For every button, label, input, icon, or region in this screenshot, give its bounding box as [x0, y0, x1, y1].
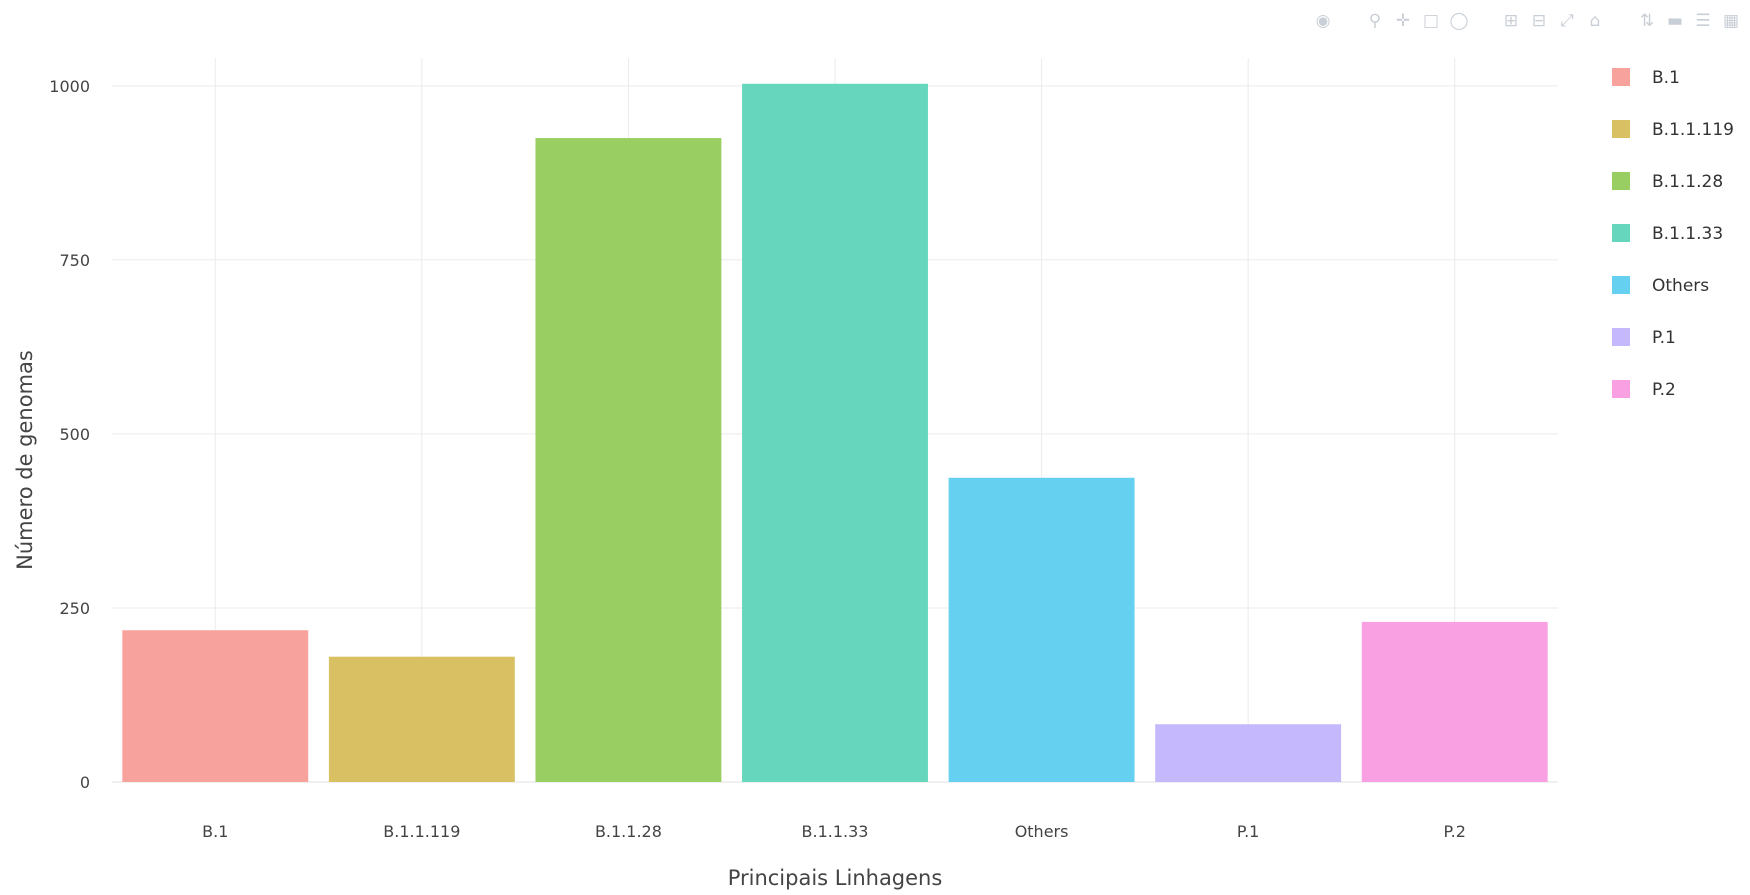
zoom-icon[interactable]: ⚲: [1368, 11, 1382, 31]
y-tick-label: 0: [80, 773, 90, 792]
legend-swatch[interactable]: [1612, 120, 1630, 138]
x-axis-title: Principais Linhagens: [728, 866, 943, 890]
y-tick-label: 500: [59, 425, 90, 444]
legend-label[interactable]: B.1.1.119: [1652, 120, 1734, 140]
legend-swatch[interactable]: [1612, 172, 1630, 190]
plotly-logo-icon[interactable]: ▦: [1722, 11, 1740, 31]
x-tick-label: P.2: [1444, 822, 1466, 841]
legend-swatch[interactable]: [1612, 328, 1630, 346]
legend-swatch[interactable]: [1612, 380, 1630, 398]
bar-B.1.1.28[interactable]: [535, 138, 722, 783]
pan-icon[interactable]: ✛: [1395, 11, 1411, 31]
y-tick-label: 250: [59, 599, 90, 618]
lasso-select-icon[interactable]: ◯: [1449, 11, 1469, 31]
y-tick-label: 750: [59, 251, 90, 270]
y-tick-label: 1000: [49, 77, 90, 96]
bar-B.1.1.33[interactable]: [742, 83, 928, 782]
legend-label[interactable]: B.1: [1652, 68, 1680, 88]
x-tick-label: Others: [1015, 822, 1069, 841]
spike-lines-icon[interactable]: ⇅: [1639, 11, 1655, 31]
zoom-out-icon[interactable]: ⊟: [1531, 11, 1547, 31]
x-tick-label: B.1.1.119: [383, 822, 460, 841]
chart-legend: B.1 B.1.1.119 B.1.1.28 B.1.1.33 Others P.1 P.2: [1612, 68, 1734, 400]
hover-compare-icon[interactable]: ☰: [1695, 11, 1711, 31]
legend-label[interactable]: B.1.1.28: [1652, 172, 1723, 192]
bar-P.1[interactable]: [1155, 724, 1342, 782]
y-axis-title: Número de genomas: [13, 350, 37, 570]
x-tick-label: B.1.1.28: [595, 822, 662, 841]
legend-label[interactable]: P.2: [1652, 380, 1676, 400]
autoscale-icon[interactable]: ⤢: [1560, 11, 1574, 31]
bar-B.1.1.119[interactable]: [328, 656, 515, 782]
legend-label[interactable]: B.1.1.33: [1652, 224, 1723, 244]
chart-modebar: ◉ ⚲ ✛ □ ◯ ⊞ ⊟ ⤢ ⌂ ⇅ ▬ ☰ ▦: [1312, 10, 1742, 32]
bar-P.2[interactable]: [1361, 621, 1548, 782]
zoom-in-icon[interactable]: ⊞: [1503, 11, 1519, 31]
legend-swatch[interactable]: [1612, 276, 1630, 294]
bar-B.1[interactable]: [122, 630, 309, 782]
reset-axes-icon[interactable]: ⌂: [1589, 11, 1601, 31]
legend-swatch[interactable]: [1612, 68, 1630, 86]
bar-Others[interactable]: [948, 477, 1135, 782]
box-select-icon[interactable]: □: [1422, 11, 1440, 31]
legend-label[interactable]: P.1: [1652, 328, 1676, 348]
x-tick-label: B.1: [202, 822, 228, 841]
legend-swatch[interactable]: [1612, 224, 1630, 242]
legend-label[interactable]: Others: [1652, 276, 1709, 296]
hover-closest-icon[interactable]: ▬: [1666, 11, 1684, 31]
x-tick-label: P.1: [1237, 822, 1259, 841]
x-axis-ticks: B.1 B.1.1.119 B.1.1.28 B.1.1.33 Others P.1 P.2: [202, 822, 1466, 841]
camera-icon[interactable]: ◉: [1315, 11, 1331, 31]
y-axis-ticks: 0 250 500 750 1000: [49, 77, 90, 792]
x-tick-label: B.1.1.33: [802, 822, 869, 841]
chart-bars: [122, 83, 1548, 783]
